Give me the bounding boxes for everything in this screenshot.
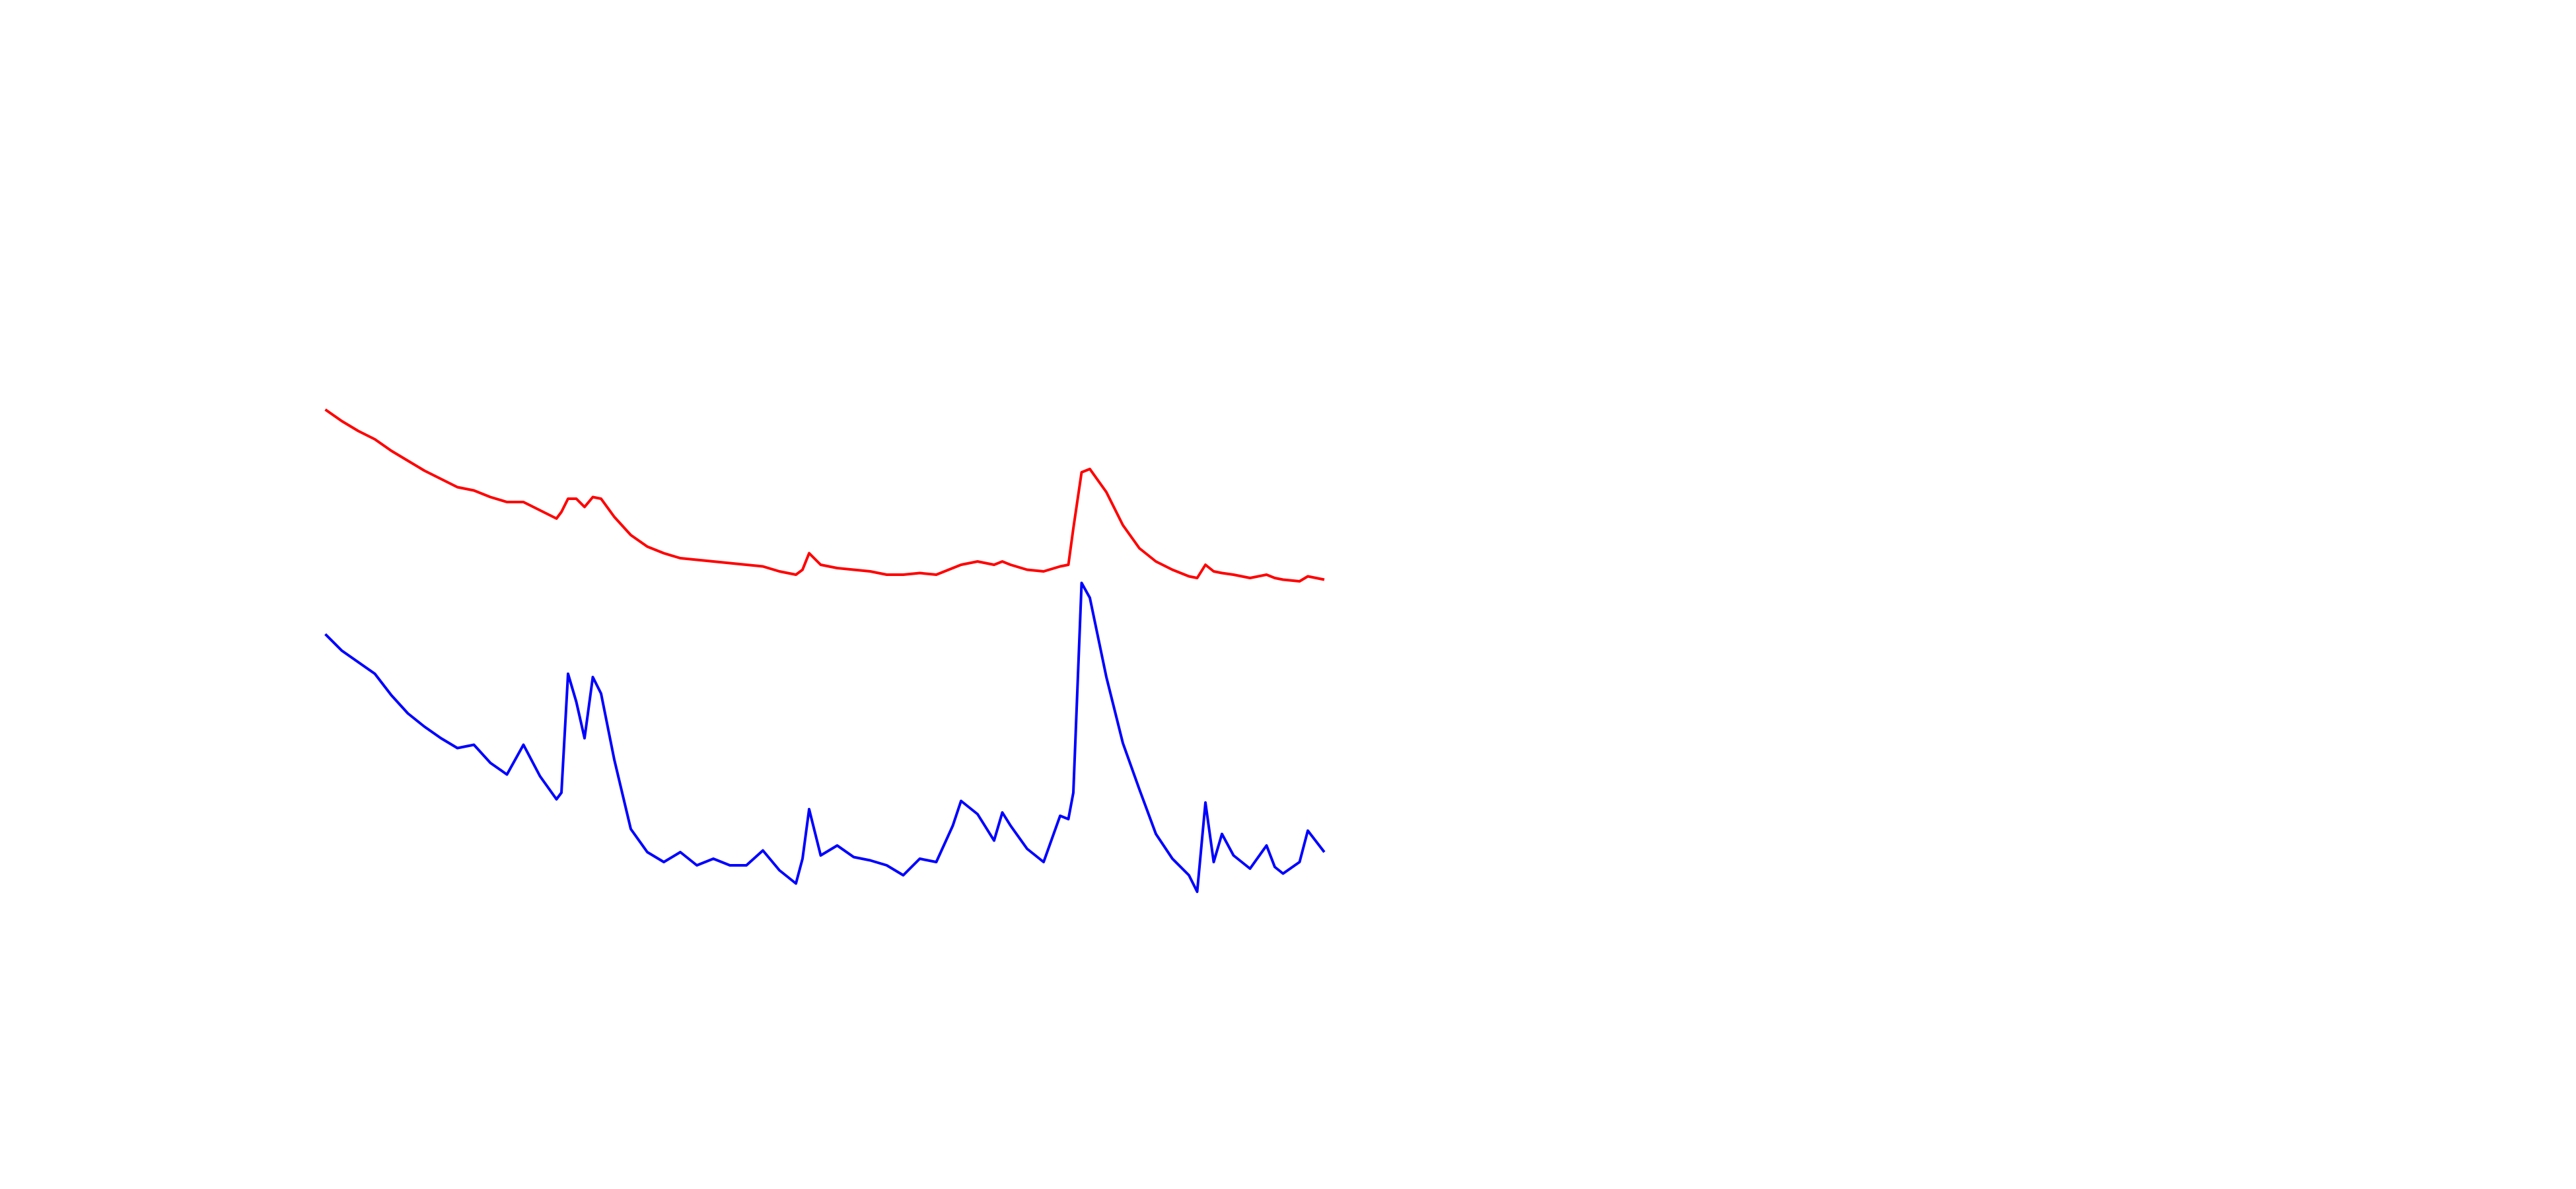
line-series <box>324 581 1326 893</box>
line-series <box>324 408 1325 583</box>
